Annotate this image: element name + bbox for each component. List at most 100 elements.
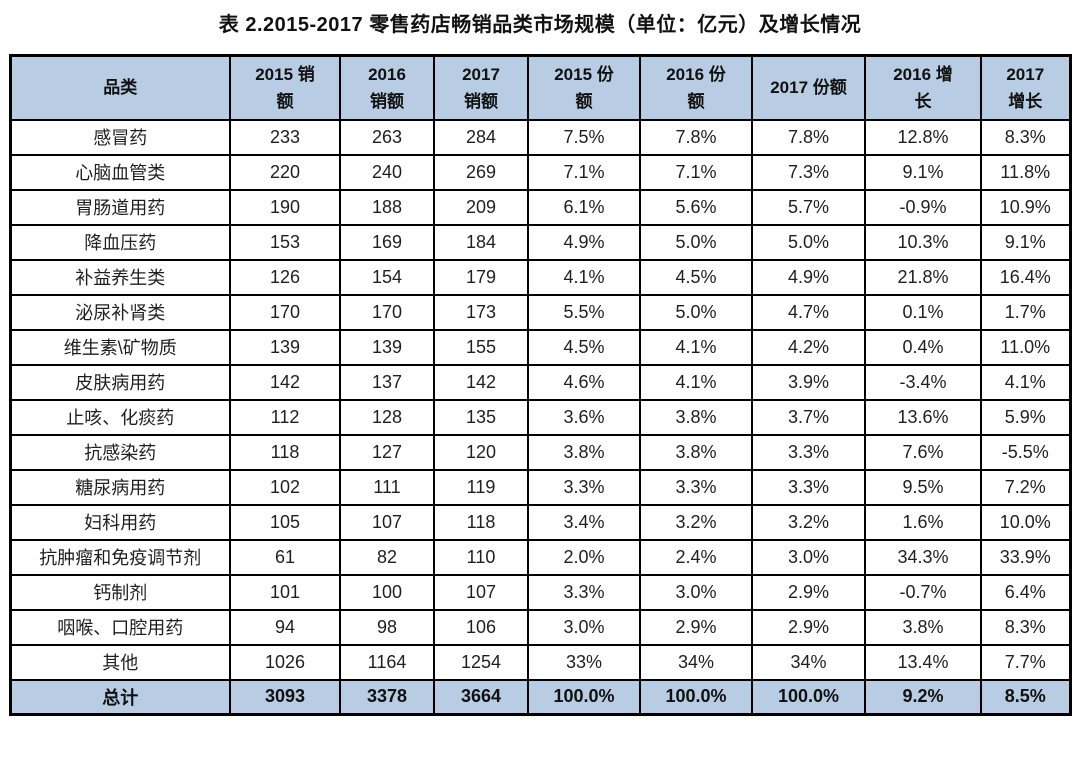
category-cell: 泌尿补肾类 <box>9 293 231 331</box>
table-row: 其他 1026 1164 1254 33% 34% 34% 13.4% 7.7% <box>9 643 1071 681</box>
category-cell: 抗肿瘤和免疫调节剂 <box>9 538 231 576</box>
table-cell: 209 <box>433 188 529 226</box>
table-cell: 3.8% <box>639 433 753 471</box>
table-cell: 5.0% <box>751 223 866 261</box>
table-row: 咽喉、口腔用药 94 98 106 3.0% 2.9% 2.9% 3.8% 8.… <box>9 608 1071 646</box>
table-header: 品类 2015 销 额 2016 销额 2017 销额 2015 份 额 201… <box>9 54 1071 121</box>
table-cell: 0.1% <box>864 293 982 331</box>
table-row: 糖尿病用药 102 111 119 3.3% 3.3% 3.3% 9.5% 7.… <box>9 468 1071 506</box>
table-cell: 8.3% <box>980 608 1071 646</box>
table-cell: 0.4% <box>864 328 982 366</box>
table-cell: 139 <box>229 328 341 366</box>
table-row: 泌尿补肾类 170 170 173 5.5% 5.0% 4.7% 0.1% 1.… <box>9 293 1071 331</box>
column-header-2017-sales: 2017 销额 <box>433 54 529 121</box>
table-cell: 3.3% <box>751 433 866 471</box>
table-cell: 169 <box>339 223 435 261</box>
table-cell: 4.1% <box>980 363 1071 401</box>
table-cell: 188 <box>339 188 435 226</box>
header-row: 品类 2015 销 额 2016 销额 2017 销额 2015 份 额 201… <box>9 54 1071 121</box>
table-cell: 1.6% <box>864 503 982 541</box>
table-row: 钙制剂 101 100 107 3.3% 3.0% 2.9% -0.7% 6.4… <box>9 573 1071 611</box>
table-cell: -0.7% <box>864 573 982 611</box>
table-cell: 7.3% <box>751 153 866 191</box>
table-cell: 120 <box>433 433 529 471</box>
table-cell: 8.3% <box>980 118 1071 156</box>
table-cell: 3.3% <box>639 468 753 506</box>
table-cell: 7.6% <box>864 433 982 471</box>
table-cell: 102 <box>229 468 341 506</box>
table-cell: 100.0% <box>751 678 866 716</box>
table-cell: 106 <box>433 608 529 646</box>
table-cell: 3.0% <box>751 538 866 576</box>
table-cell: 8.5% <box>980 678 1071 716</box>
table-cell: 3.9% <box>751 363 866 401</box>
category-cell: 皮肤病用药 <box>9 363 231 401</box>
table-cell: 5.6% <box>639 188 753 226</box>
table-cell: 263 <box>339 118 435 156</box>
table-cell: 3.0% <box>639 573 753 611</box>
table-cell: 2.0% <box>527 538 641 576</box>
table-cell: 4.1% <box>527 258 641 296</box>
table-cell: 107 <box>433 573 529 611</box>
table-cell: 7.5% <box>527 118 641 156</box>
table-cell: 7.7% <box>980 643 1071 681</box>
table-cell: 3378 <box>339 678 435 716</box>
table-row: 抗肿瘤和免疫调节剂 61 82 110 2.0% 2.4% 3.0% 34.3%… <box>9 538 1071 576</box>
table-cell: 3664 <box>433 678 529 716</box>
table-cell: 2.9% <box>751 573 866 611</box>
table-cell: -5.5% <box>980 433 1071 471</box>
table-cell: 6.4% <box>980 573 1071 611</box>
table-cell: 11.8% <box>980 153 1071 191</box>
table-cell: 34% <box>751 643 866 681</box>
table-cell: 33% <box>527 643 641 681</box>
table-cell: 154 <box>339 258 435 296</box>
table-cell: 11.0% <box>980 328 1071 366</box>
table-row: 补益养生类 126 154 179 4.1% 4.5% 4.9% 21.8% 1… <box>9 258 1071 296</box>
category-cell: 抗感染药 <box>9 433 231 471</box>
table-cell: 3.7% <box>751 398 866 436</box>
table-cell: 4.2% <box>751 328 866 366</box>
table-cell: 7.8% <box>639 118 753 156</box>
table-row: 止咳、化痰药 112 128 135 3.6% 3.8% 3.7% 13.6% … <box>9 398 1071 436</box>
column-header-2017-share: 2017 份额 <box>751 54 866 121</box>
table-cell: 3093 <box>229 678 341 716</box>
table-cell: 170 <box>339 293 435 331</box>
table-cell: 139 <box>339 328 435 366</box>
table-cell: 5.7% <box>751 188 866 226</box>
table-cell: 4.9% <box>751 258 866 296</box>
table-cell: 9.2% <box>864 678 982 716</box>
table-row: 抗感染药 118 127 120 3.8% 3.8% 3.3% 7.6% -5.… <box>9 433 1071 471</box>
table-cell: -3.4% <box>864 363 982 401</box>
table-cell: 4.5% <box>527 328 641 366</box>
table-cell: 61 <box>229 538 341 576</box>
table-cell: 98 <box>339 608 435 646</box>
table-cell: 3.0% <box>527 608 641 646</box>
table-cell: 6.1% <box>527 188 641 226</box>
category-cell: 心脑血管类 <box>9 153 231 191</box>
table-body: 感冒药 233 263 284 7.5% 7.8% 7.8% 12.8% 8.3… <box>9 118 1071 716</box>
table-row: 感冒药 233 263 284 7.5% 7.8% 7.8% 12.8% 8.3… <box>9 118 1071 156</box>
table-cell: 9.5% <box>864 468 982 506</box>
table-cell: 128 <box>339 398 435 436</box>
category-cell: 钙制剂 <box>9 573 231 611</box>
table-cell: 1.7% <box>980 293 1071 331</box>
table-row: 胃肠道用药 190 188 209 6.1% 5.6% 5.7% -0.9% 1… <box>9 188 1071 226</box>
table-cell: 5.9% <box>980 398 1071 436</box>
table-cell: 3.3% <box>751 468 866 506</box>
category-cell: 妇科用药 <box>9 503 231 541</box>
table-cell: 3.2% <box>751 503 866 541</box>
table-cell: 10.9% <box>980 188 1071 226</box>
column-header-category: 品类 <box>9 54 231 121</box>
table-cell: 3.4% <box>527 503 641 541</box>
column-header-2015-sales: 2015 销 额 <box>229 54 341 121</box>
table-cell: 1026 <box>229 643 341 681</box>
table-cell: 4.1% <box>639 328 753 366</box>
table-cell: 112 <box>229 398 341 436</box>
table-cell: 5.0% <box>639 293 753 331</box>
category-cell: 咽喉、口腔用药 <box>9 608 231 646</box>
table-cell: 170 <box>229 293 341 331</box>
category-cell: 感冒药 <box>9 118 231 156</box>
table-cell: 135 <box>433 398 529 436</box>
table-cell: 10.0% <box>980 503 1071 541</box>
